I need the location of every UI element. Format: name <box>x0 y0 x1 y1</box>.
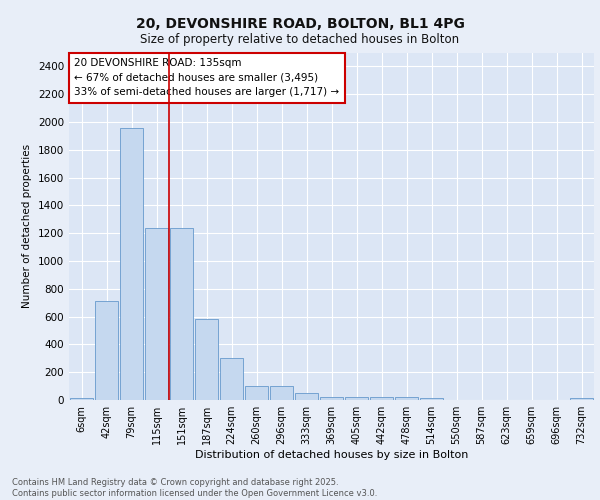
Bar <box>269 386 293 400</box>
X-axis label: Distribution of detached houses by size in Bolton: Distribution of detached houses by size … <box>195 450 468 460</box>
Bar <box>295 393 319 400</box>
Y-axis label: Number of detached properties: Number of detached properties <box>22 144 32 308</box>
Bar <box>245 386 268 400</box>
Text: Contains HM Land Registry data © Crown copyright and database right 2025.
Contai: Contains HM Land Registry data © Crown c… <box>12 478 377 498</box>
Bar <box>395 397 418 400</box>
Bar <box>419 398 443 400</box>
Bar <box>95 302 118 400</box>
Bar <box>320 397 343 400</box>
Bar <box>119 128 143 400</box>
Text: 20 DEVONSHIRE ROAD: 135sqm
← 67% of detached houses are smaller (3,495)
33% of s: 20 DEVONSHIRE ROAD: 135sqm ← 67% of deta… <box>74 58 340 98</box>
Bar <box>170 228 193 400</box>
Bar <box>70 398 94 400</box>
Bar <box>370 397 394 400</box>
Text: Size of property relative to detached houses in Bolton: Size of property relative to detached ho… <box>140 32 460 46</box>
Bar <box>569 398 593 400</box>
Bar <box>194 320 218 400</box>
Text: 20, DEVONSHIRE ROAD, BOLTON, BL1 4PG: 20, DEVONSHIRE ROAD, BOLTON, BL1 4PG <box>136 18 464 32</box>
Bar <box>220 358 244 400</box>
Bar <box>145 228 169 400</box>
Bar <box>344 397 368 400</box>
